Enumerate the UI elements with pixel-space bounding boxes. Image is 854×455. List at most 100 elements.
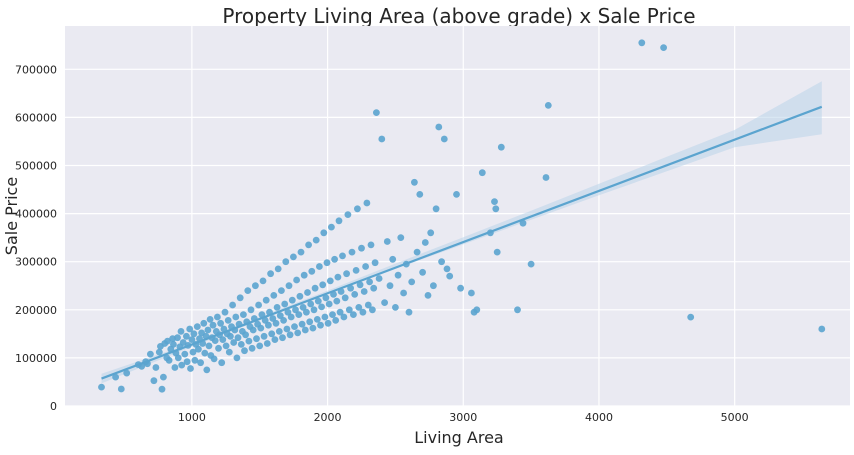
scatter-point: [274, 265, 282, 273]
scatter-point: [265, 321, 272, 329]
scatter-point: [352, 267, 360, 274]
scatter-point: [245, 337, 253, 345]
scatter-point: [491, 198, 498, 206]
y-tick-label: 300000: [15, 256, 57, 269]
scatter-point: [432, 205, 440, 213]
scatter-point: [359, 308, 367, 316]
scatter-point: [123, 369, 131, 377]
scatter-point: [186, 325, 194, 333]
scatter-point: [299, 304, 307, 311]
scatter-point: [544, 102, 552, 109]
scatter-point: [214, 313, 221, 321]
scatter-point: [389, 255, 397, 263]
scatter-point: [446, 272, 454, 280]
scatter-point: [281, 300, 289, 308]
scatter-point: [295, 311, 303, 318]
scatter-point: [638, 39, 646, 47]
scatter-point: [305, 241, 312, 249]
scatter-point: [189, 348, 197, 356]
scatter-point: [165, 356, 173, 364]
y-tick-label: 100000: [15, 352, 57, 365]
scatter-point: [394, 271, 402, 279]
scatter-point: [335, 217, 343, 225]
x-tick-label: 1000: [178, 411, 206, 424]
scatter-point: [218, 359, 226, 367]
y-axis-label: Sale Price: [2, 177, 21, 255]
scatter-point: [203, 366, 211, 374]
scatter-point: [427, 229, 435, 237]
scatter-point: [252, 282, 259, 290]
scatter-point: [222, 342, 230, 350]
scatter-point: [400, 289, 407, 297]
scatter-point: [316, 263, 323, 270]
scatter-point: [322, 294, 330, 302]
scatter-point: [227, 332, 234, 340]
scatter-point: [211, 337, 219, 344]
scatter-point: [303, 308, 310, 316]
scatter-point: [190, 330, 198, 338]
scatter-point: [457, 284, 464, 292]
y-tick-label: 0: [50, 400, 57, 413]
y-tick-label: 500000: [15, 159, 57, 172]
scatter-point: [229, 301, 237, 309]
scatter-point: [284, 308, 292, 316]
scatter-point: [314, 297, 322, 305]
scatter-point: [293, 276, 300, 284]
scatter-point: [255, 301, 262, 309]
scatter-point: [416, 191, 424, 198]
scatter-point: [193, 323, 201, 330]
scatter-point: [283, 325, 291, 333]
scatter-point: [514, 306, 521, 314]
scatter-point: [345, 306, 353, 314]
scatter-point: [369, 306, 376, 314]
scatter-point: [183, 358, 191, 366]
scatter-point: [473, 306, 481, 314]
scatter-point: [178, 361, 186, 369]
scatter-point: [492, 205, 500, 213]
scatter-point: [160, 373, 167, 381]
scatter-point: [306, 318, 314, 326]
scatter-point: [443, 265, 451, 273]
scatter-point: [296, 292, 304, 300]
scatter-point: [453, 191, 460, 198]
scatter-point: [358, 244, 365, 252]
scatter-point: [177, 328, 185, 335]
scatter-point: [304, 289, 311, 296]
y-axis-ticks: 0 100000 200000 300000 400000 500000 600000 700…: [15, 63, 57, 413]
scatter-point: [279, 334, 286, 342]
scatter-point: [286, 331, 294, 339]
scatter-point: [234, 334, 242, 342]
scatter-point: [519, 219, 527, 227]
scatter-point: [236, 294, 244, 302]
scatter-point: [341, 294, 349, 302]
scatter-point: [98, 383, 105, 391]
scatter-point: [232, 313, 240, 321]
scatter-point: [347, 284, 354, 292]
scatter-point: [230, 339, 238, 346]
scatter-point: [371, 259, 379, 267]
scatter-point: [112, 373, 119, 381]
scatter-point: [438, 258, 445, 266]
y-tick-label: 700000: [15, 63, 57, 76]
scatter-point: [333, 297, 341, 305]
scatter-point: [350, 311, 357, 318]
scatter-point: [320, 229, 328, 237]
scatter-point: [440, 135, 448, 143]
scatter-point: [224, 317, 232, 324]
scatter-point: [386, 282, 394, 290]
scatter-point: [542, 174, 550, 181]
scatter-point: [217, 319, 225, 327]
regression-line-group: [101, 105, 823, 380]
scatter-point: [348, 248, 356, 256]
scatter-point: [150, 377, 158, 385]
scatter-point: [294, 329, 302, 337]
scatter-point: [174, 334, 181, 342]
scatter-point: [201, 349, 209, 357]
scatter-point: [378, 135, 386, 143]
scatter-point: [660, 44, 667, 51]
scatter-point: [219, 336, 227, 343]
scatter-point: [242, 331, 250, 339]
y-tick-label: 600000: [15, 111, 57, 124]
y-tick-label: 200000: [15, 304, 57, 317]
